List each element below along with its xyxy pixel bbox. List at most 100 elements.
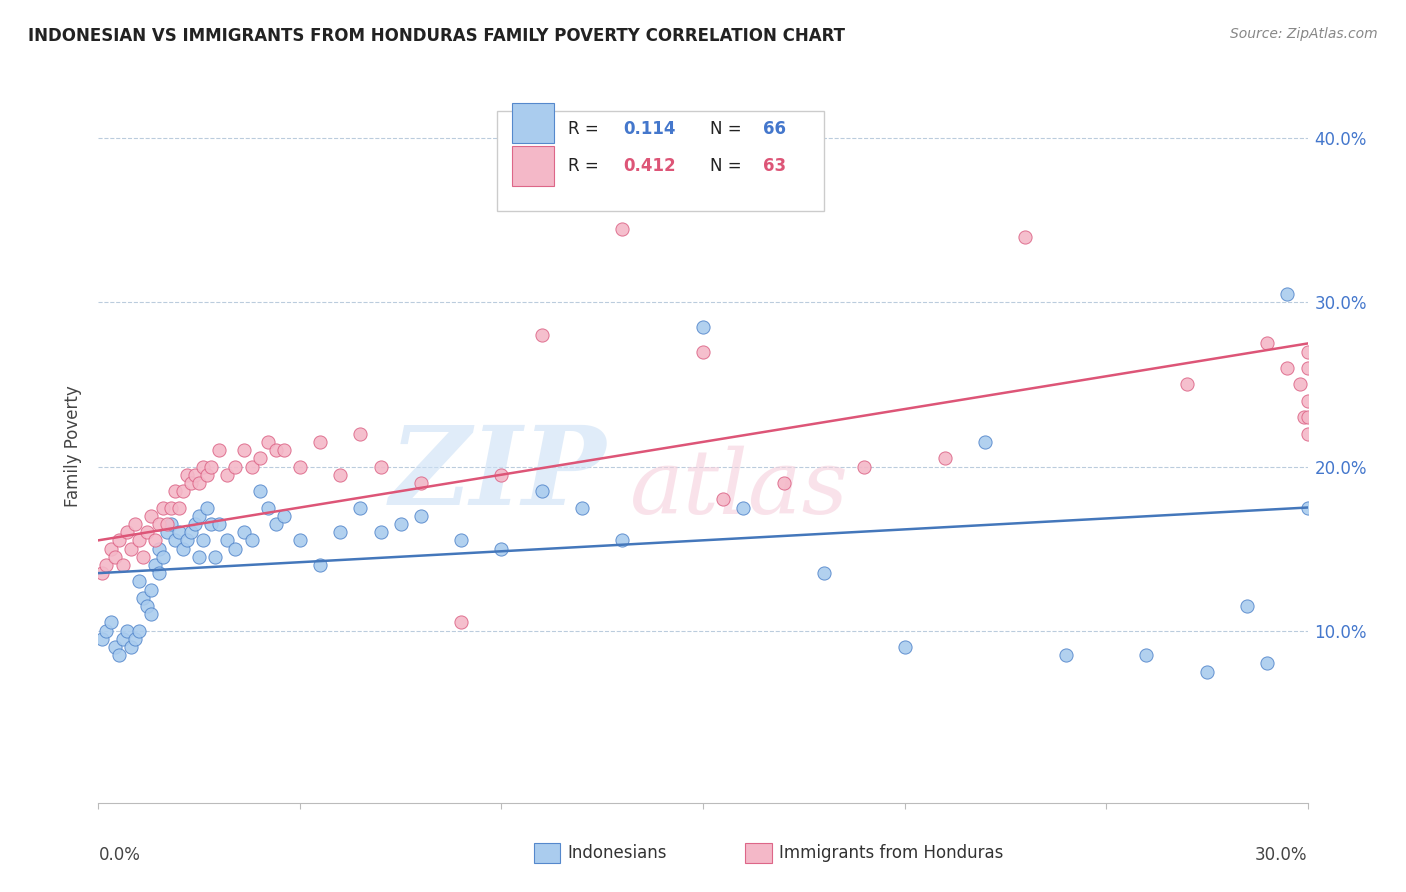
Point [224,459,246,474]
Text: ZIP: ZIP [389,421,606,528]
Point [1195,665,1218,679]
Point [195,467,218,482]
Point [450,533,472,548]
Bar [512,103,554,143]
Point [193,459,215,474]
Text: Source: ZipAtlas.com: Source: ZipAtlas.com [1230,27,1378,41]
Point [1014,230,1036,244]
Point [188,549,211,564]
Point [974,434,997,449]
Point [217,467,239,482]
Point [139,582,162,597]
Point [934,451,956,466]
Text: INDONESIAN VS IMMIGRANTS FROM HONDURAS FAMILY POVERTY CORRELATION CHART: INDONESIAN VS IMMIGRANTS FROM HONDURAS F… [28,27,845,45]
Point [128,533,150,548]
Point [772,475,794,490]
Text: Immigrants from Honduras: Immigrants from Honduras [779,845,1004,863]
Point [107,533,129,548]
Point [530,484,553,499]
Point [232,525,254,540]
Point [1288,377,1310,392]
Text: N =: N = [710,120,747,138]
Point [288,533,311,548]
Point [132,549,155,564]
Point [249,451,271,466]
Text: R =: R = [568,157,603,175]
Point [148,516,170,531]
Point [107,648,129,662]
Point [409,475,432,490]
Point [103,549,125,564]
Point [143,558,166,572]
Text: atlas: atlas [630,445,849,533]
Point [389,516,412,531]
Point [184,467,207,482]
Point [1175,377,1198,392]
Point [450,615,472,630]
Point [156,516,179,531]
Point [491,541,513,556]
Point [853,459,876,474]
FancyBboxPatch shape [498,111,824,211]
Point [176,533,198,548]
Point [100,541,122,556]
Point [1236,599,1258,613]
Point [349,500,371,515]
Point [612,221,634,235]
Point [195,500,218,515]
Point [176,467,198,482]
Point [273,508,295,523]
Point [167,500,190,515]
Point [124,632,146,646]
Point [232,443,254,458]
Point [273,443,295,458]
Point [188,475,211,490]
Point [1296,500,1319,515]
Point [167,525,190,540]
Point [120,640,142,654]
Point [571,500,593,515]
Point [224,541,246,556]
Point [124,516,146,531]
Point [139,508,162,523]
Point [96,558,118,572]
Point [813,566,835,581]
Point [733,500,755,515]
Point [240,459,263,474]
Point [120,541,142,556]
Point [1296,361,1319,376]
Point [96,624,118,638]
Point [612,533,634,548]
Point [409,508,432,523]
Point [160,500,183,515]
Point [491,467,513,482]
Point [240,533,263,548]
Point [1292,410,1315,425]
Point [91,632,114,646]
Text: N =: N = [710,157,747,175]
Point [1296,344,1319,359]
Point [152,500,174,515]
Point [163,484,186,499]
Point [1277,287,1299,301]
Point [100,615,122,630]
Point [711,492,734,507]
Point [115,525,138,540]
Point [208,516,231,531]
Point [139,607,162,622]
Point [180,475,202,490]
Point [115,624,138,638]
Point [156,525,179,540]
Bar [512,146,554,186]
Point [208,443,231,458]
Point [163,533,186,548]
Point [152,549,174,564]
Point [128,624,150,638]
Point [1296,393,1319,408]
Point [184,516,207,531]
Text: R =: R = [568,120,603,138]
Point [135,525,157,540]
Point [200,459,222,474]
Point [143,533,166,548]
Point [160,516,183,531]
